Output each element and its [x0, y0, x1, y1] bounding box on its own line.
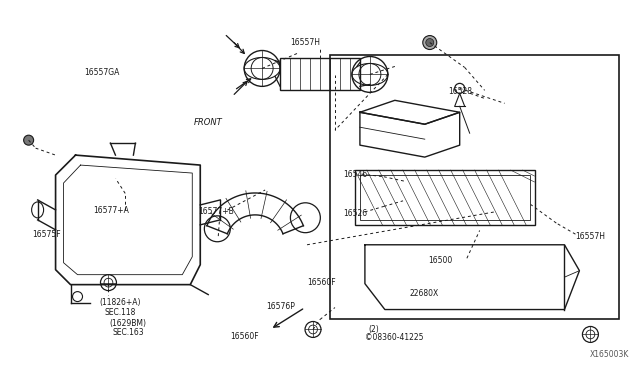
Circle shape: [423, 36, 436, 49]
Circle shape: [426, 39, 434, 46]
Text: 22680X: 22680X: [410, 289, 438, 298]
Text: (11826+A): (11826+A): [100, 298, 141, 307]
Text: 16500: 16500: [429, 256, 453, 264]
Text: ©08360-41225: ©08360-41225: [365, 333, 423, 342]
Text: X165003K: X165003K: [590, 350, 629, 359]
Text: 16576P: 16576P: [266, 302, 294, 311]
Text: 16560F: 16560F: [307, 278, 336, 287]
Text: SEC.118: SEC.118: [104, 308, 136, 317]
Text: 16557GA: 16557GA: [84, 68, 119, 77]
Text: 16575F: 16575F: [33, 230, 61, 239]
Circle shape: [24, 135, 34, 145]
Circle shape: [305, 321, 321, 337]
Text: 16577+B: 16577+B: [198, 208, 234, 217]
Circle shape: [100, 275, 116, 291]
Text: 16546: 16546: [343, 170, 367, 179]
Bar: [280, 58, 360, 90]
Text: 16560F: 16560F: [230, 331, 259, 341]
Text: (2): (2): [368, 324, 379, 334]
Bar: [360, 175, 529, 220]
Text: FRONT: FRONT: [193, 119, 222, 128]
Text: 16526: 16526: [343, 209, 367, 218]
Circle shape: [582, 327, 598, 342]
Bar: [330, 55, 620, 320]
Text: 16557H: 16557H: [290, 38, 320, 47]
Text: (1629BM): (1629BM): [109, 319, 147, 328]
Text: SEC.163: SEC.163: [113, 328, 144, 337]
Text: 16528: 16528: [448, 87, 472, 96]
Text: 16557H: 16557H: [575, 231, 605, 241]
Bar: [355, 170, 534, 225]
Text: 16577+A: 16577+A: [93, 206, 129, 215]
